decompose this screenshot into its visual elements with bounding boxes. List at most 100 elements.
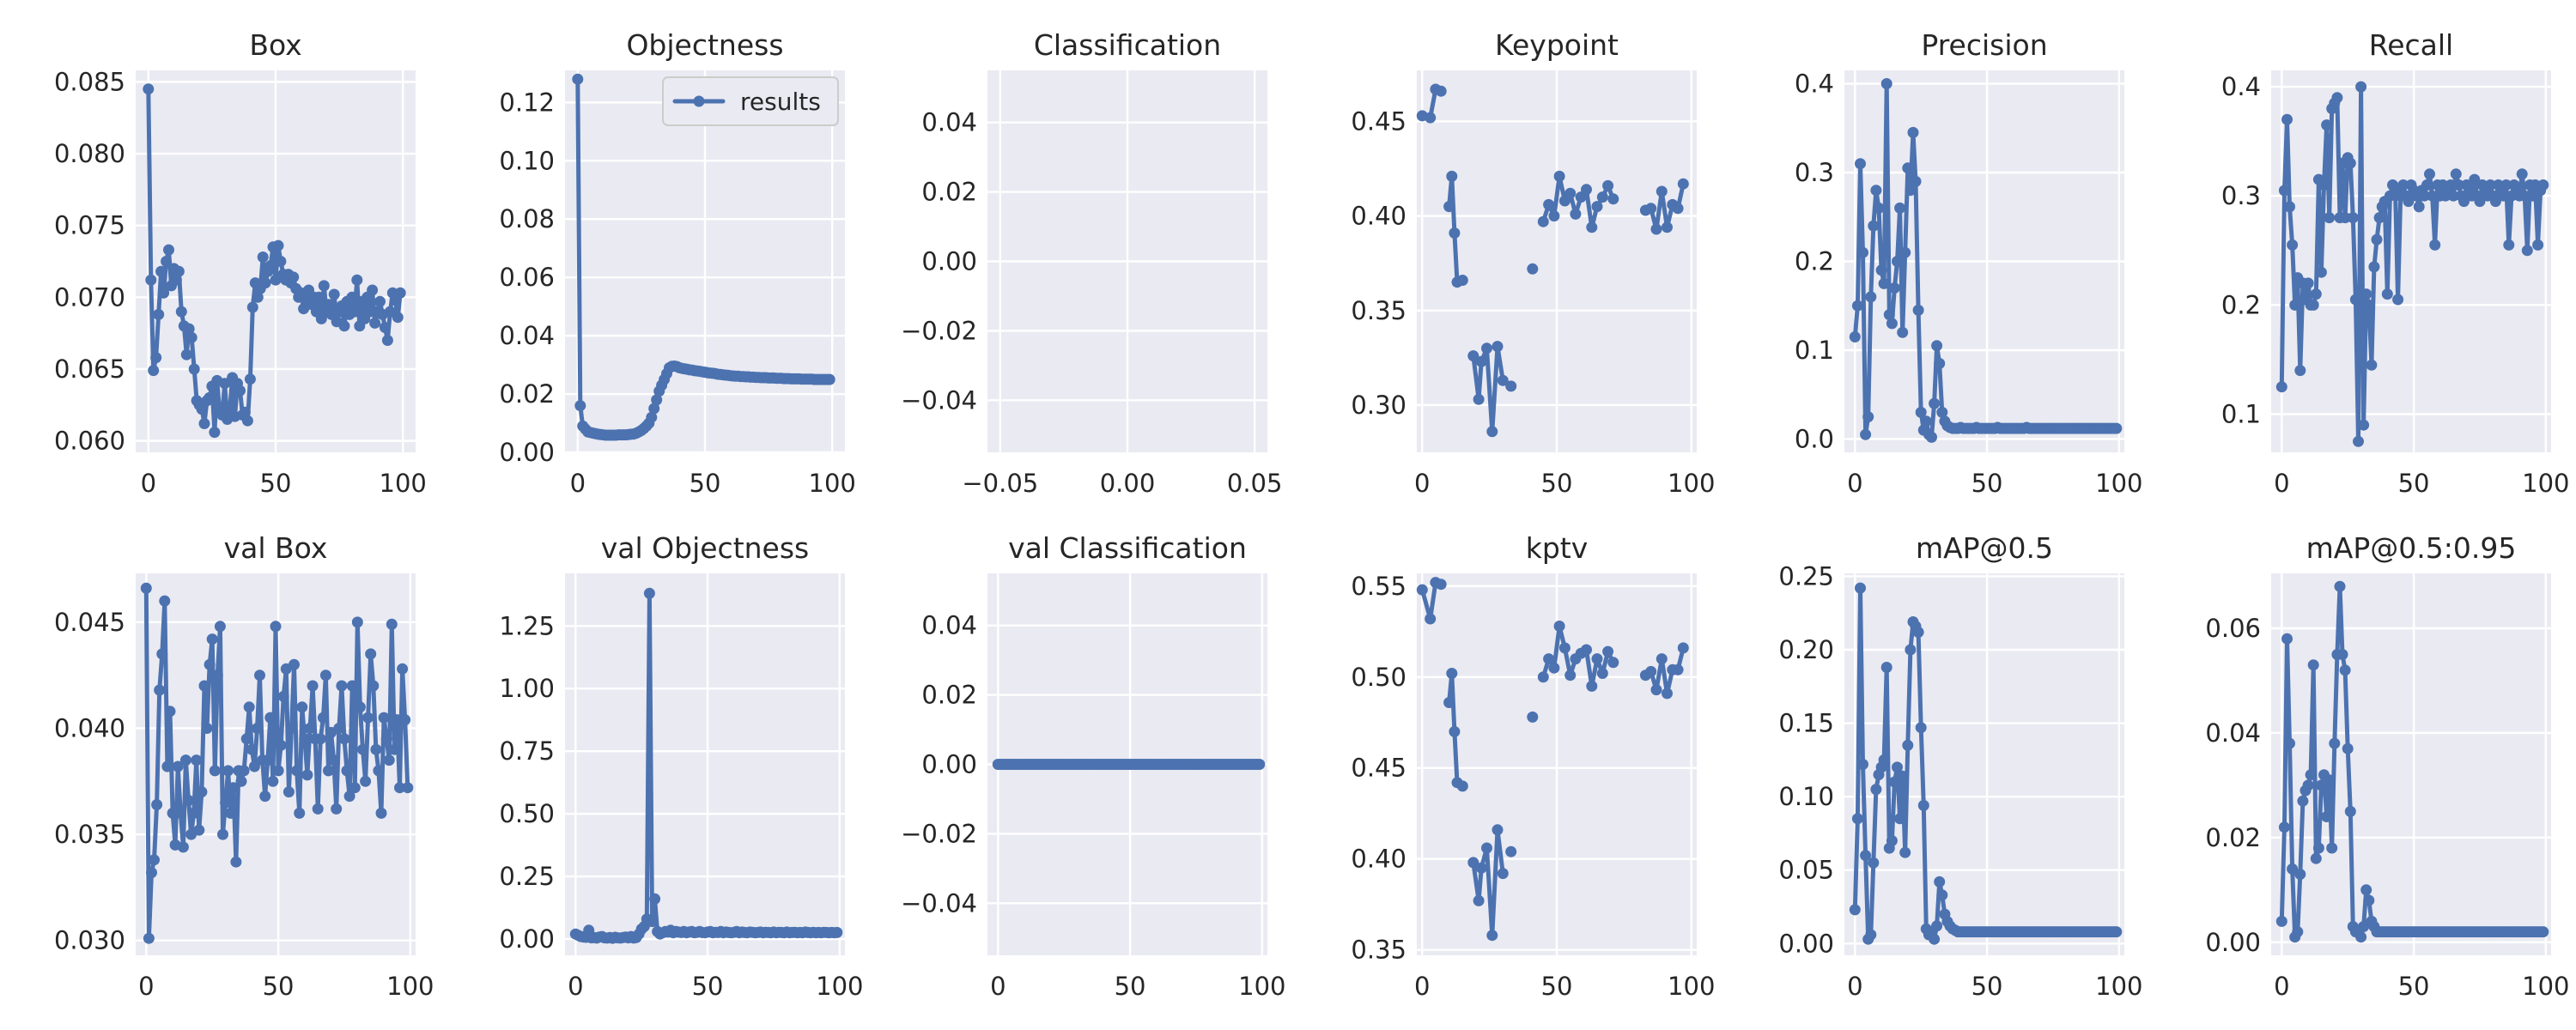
data-point [1672, 203, 1684, 215]
data-point [1586, 221, 1598, 233]
data-point [246, 743, 258, 755]
y-tick-label: 0.02 [499, 379, 555, 409]
data-point [2403, 196, 2415, 208]
data-point [1435, 85, 1447, 97]
data-point [1650, 223, 1662, 235]
data-point [2287, 863, 2299, 875]
data-point [2363, 299, 2375, 311]
data-point [1527, 711, 1539, 723]
chart-title: val Classification [1008, 531, 1247, 565]
data-point [357, 743, 368, 755]
x-tick-label: 50 [1115, 972, 1146, 1001]
data-point [172, 760, 184, 772]
y-tick-label: 0.3 [2221, 181, 2261, 210]
data-point [367, 284, 379, 296]
data-point [151, 799, 163, 810]
data-point [174, 807, 186, 819]
y-tick-label: 0.04 [921, 108, 977, 137]
chart-title: val Objectness [601, 531, 810, 565]
data-point [1497, 868, 1509, 880]
chart-classification: −0.05 0.00 0.05 −0.04 −0.02 0.00 0.02 0.04 Class… [901, 28, 1282, 498]
data-point [2275, 915, 2287, 927]
data-point [149, 854, 160, 866]
data-point [238, 765, 250, 777]
data-point [159, 595, 171, 607]
data-point [2111, 926, 2123, 938]
data-point [360, 775, 372, 787]
x-tick-label: 0 [2274, 972, 2289, 1001]
data-point [323, 765, 334, 777]
data-point [1596, 668, 1608, 679]
x-tick-label: 100 [2522, 972, 2569, 1001]
data-point [2305, 769, 2317, 781]
data-point [1875, 264, 1887, 276]
data-point [2302, 277, 2314, 289]
data-point [1934, 876, 1946, 888]
data-point [1446, 170, 1458, 182]
x-tick-label: 0.05 [1227, 469, 1283, 498]
x-tick-label: 0 [1847, 469, 1862, 498]
data-point [1492, 824, 1504, 836]
y-tick-label: 1.00 [499, 674, 555, 703]
data-point [2363, 894, 2375, 906]
data-point [230, 856, 242, 868]
data-point [349, 306, 361, 318]
x-tick-label: 0 [1847, 972, 1862, 1001]
data-point [146, 867, 157, 879]
data-point [156, 648, 168, 660]
data-point [2307, 659, 2319, 671]
data-point [153, 308, 165, 320]
data-point [301, 769, 313, 781]
data-point [2429, 239, 2441, 251]
data-point [1537, 215, 1549, 227]
data-point [2347, 212, 2359, 224]
data-point [2324, 212, 2336, 224]
data-point [349, 782, 361, 794]
data-point [143, 932, 155, 944]
data-point [1586, 680, 1598, 692]
data-point [572, 73, 584, 85]
data-point [1602, 179, 1614, 191]
data-point [270, 621, 282, 633]
data-point [1899, 246, 1911, 258]
y-tick-label: 0.030 [54, 926, 125, 955]
data-point [319, 670, 331, 682]
data-point [155, 265, 167, 277]
y-tick-label: 0.4 [2221, 72, 2261, 101]
data-point [1936, 889, 1948, 901]
legend: results [662, 76, 839, 126]
data-point [317, 712, 329, 724]
data-point [365, 648, 377, 660]
data-point [1860, 428, 1872, 440]
data-point [1905, 185, 1917, 197]
data-point [220, 797, 232, 809]
data-point [224, 402, 236, 414]
data-point [318, 280, 330, 292]
y-tick-label: 0.065 [54, 354, 125, 384]
chart-title: kptv [1526, 531, 1589, 565]
data-point [1880, 662, 1893, 673]
data-point [1873, 202, 1885, 214]
x-tick-label: 100 [809, 469, 856, 498]
data-point [1656, 653, 1668, 665]
data-point [1443, 697, 1455, 708]
data-point [2371, 233, 2383, 245]
data-point [252, 723, 263, 734]
data-point [2342, 742, 2354, 754]
data-point [399, 714, 411, 726]
y-tick-label: 0.55 [1351, 572, 1406, 601]
x-tick-label: 0 [1414, 469, 1430, 498]
data-point [333, 723, 345, 734]
data-point [2373, 212, 2385, 224]
data-point [2302, 779, 2314, 791]
x-tick-label: 50 [1971, 469, 2003, 498]
chart-objectness: 0 50 100 0.00 0.02 0.04 0.06 0.08 0.10 0.12 Object… [499, 28, 855, 498]
x-tick-label: 50 [2398, 972, 2430, 1001]
y-tick-label: 0.035 [54, 820, 125, 849]
data-point [228, 782, 240, 794]
data-point [211, 670, 223, 682]
data-point [1878, 277, 1890, 289]
data-point [2421, 179, 2433, 191]
data-point [1897, 770, 1909, 782]
y-tick-label: 0.08 [499, 204, 555, 233]
